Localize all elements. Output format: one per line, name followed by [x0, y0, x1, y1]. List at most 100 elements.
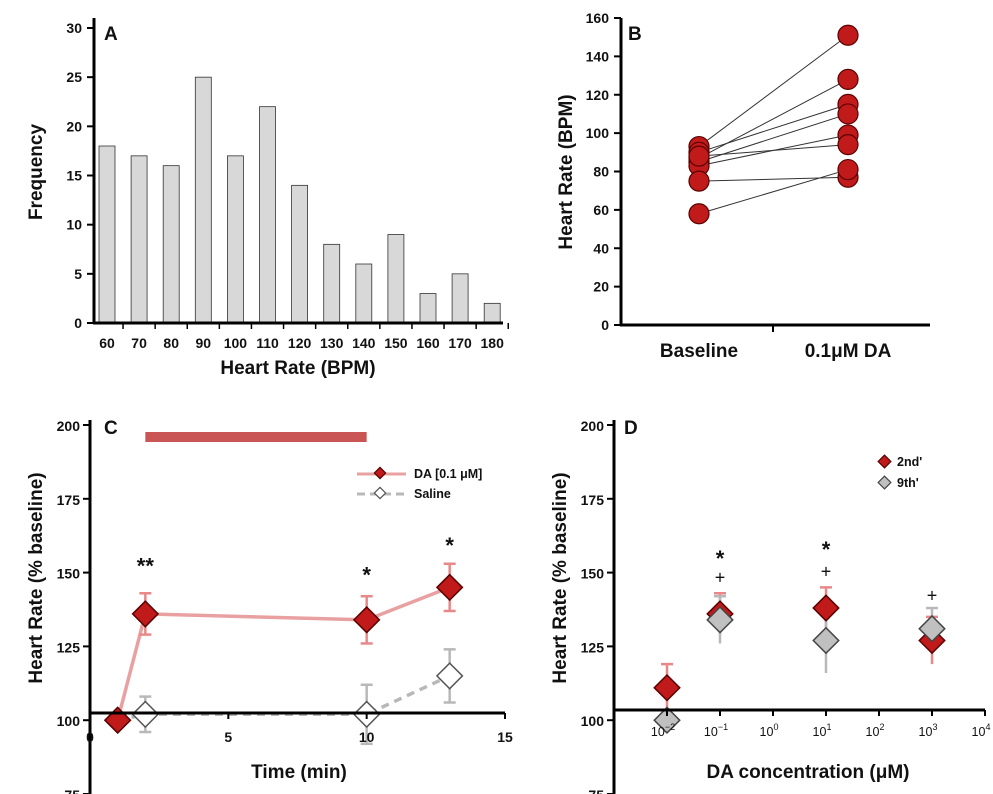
histogram-bar-140	[355, 263, 373, 324]
panel-d-point-1	[653, 706, 681, 734]
panel-b-pair-line	[698, 78, 849, 159]
panel-c-y-tick-label: 125	[57, 639, 81, 655]
panel-b-point-da	[837, 134, 859, 156]
histogram-bar-90	[194, 76, 212, 324]
panel-d-y-tick-label: 100	[581, 713, 605, 729]
panel-a-y-label: Frequency	[26, 124, 47, 221]
panel-d-point-1	[812, 626, 840, 655]
panel-d-y-tick-label: 125	[581, 639, 605, 655]
panel-a-y-tick-label: 0	[74, 315, 82, 331]
panel-c-x-tick-label: 10	[359, 729, 375, 745]
panel-d: D 2nd' 9th' *+*++ 75100125150175200 10−2…	[550, 418, 990, 794]
panel-a-x-tick-label: 130	[320, 335, 344, 351]
panel-c-y-tick-label: 150	[57, 566, 81, 582]
panel-d-x-label: DA concentration (μM)	[706, 762, 909, 783]
panel-d-legend-2nd-label: 2nd'	[897, 455, 922, 469]
panel-c-point-0	[435, 573, 464, 602]
panel-a-y-tick-label: 15	[66, 168, 82, 184]
panel-d-x-tick-label: 101	[813, 722, 832, 739]
panel-b-point-da	[837, 103, 859, 125]
panel-b-letter: B	[628, 24, 642, 45]
panel-b-y-tick-label: 20	[593, 279, 609, 295]
panel-b-pair-line	[698, 103, 849, 153]
panel-d-legend-2nd-marker	[877, 454, 892, 469]
panel-b-y-tick-label: 100	[586, 125, 610, 141]
panel-a: A 0 5 10 15 20 25 30 60 70 80 90 100 110 120 130 140 15…	[26, 18, 509, 379]
panel-d-y-tick-label: 150	[581, 566, 605, 582]
panel-d-point-1	[918, 614, 946, 643]
histogram-bar-130	[323, 243, 341, 324]
panel-d-y-ticks: 75 100 125 150 175 200	[581, 418, 614, 794]
panel-d-significance-mark: +	[927, 585, 938, 605]
panel-b-y-tick-label: 120	[586, 87, 610, 103]
panel-a-x-tick-label: 100	[224, 335, 248, 351]
panel-d-y-label: Heart Rate (% baseline)	[550, 472, 571, 683]
panel-b-y-tick-label: 60	[593, 202, 609, 218]
panel-c-significance-mark: *	[445, 533, 454, 558]
panel-d-x-tick-label: 10−2	[651, 722, 675, 739]
panel-a-x-ticks: 60 70 80 90 100 110 120 130 140 150 160 170 180	[99, 323, 509, 351]
panel-c-legend-saline-label: Saline	[414, 487, 451, 501]
panel-d-letter: D	[624, 418, 638, 439]
panel-a-x-tick-label: 140	[352, 335, 376, 351]
panel-d-point-0	[812, 594, 840, 622]
panel-d-x-tick-label: 104	[972, 722, 991, 739]
histogram-bar-160	[419, 293, 437, 324]
histogram-bar-120	[291, 184, 309, 324]
panel-b-point-baseline	[688, 170, 710, 192]
panel-b-point-baseline	[688, 145, 710, 167]
histogram-bar-100	[226, 155, 244, 324]
panel-a-y-tick-label: 5	[74, 266, 82, 282]
panel-a-x-tick-label: 150	[384, 335, 408, 351]
panel-a-y-ticks: 0 5 10 15 20 25 30	[66, 20, 94, 331]
panel-b-y-tick-label: 160	[586, 10, 610, 26]
panel-c-y-tick-label: 175	[57, 492, 81, 508]
panel-c-legend-da-label: DA [0.1 μM]	[414, 467, 482, 481]
panel-b-point-da	[837, 68, 859, 91]
panel-d-y-tick-label: 175	[581, 492, 605, 508]
panel-a-bars	[98, 76, 501, 324]
panel-c-y-label: Heart Rate (% baseline)	[26, 472, 47, 683]
panel-b-y-tick-label: 40	[593, 240, 609, 256]
panel-a-y-tick-label: 10	[66, 217, 82, 233]
panel-b: B 0 20 40 60 80 100 120 140 160 Baseline 0.1μM D…	[556, 10, 930, 362]
histogram-bar-110	[259, 106, 276, 324]
panel-b-pair-line	[698, 34, 849, 147]
panel-d-significance-mark: *	[822, 537, 831, 562]
panel-c: C DA [0.1 μM] Saline **** 75100125150175…	[26, 418, 513, 794]
panel-d-legend: 2nd' 9th'	[877, 454, 922, 490]
panel-c-legend-saline-marker	[373, 486, 387, 500]
panel-a-y-tick-label: 25	[66, 69, 82, 85]
panel-b-pair-lines	[698, 34, 849, 215]
panel-c-legend-da-marker	[373, 466, 387, 480]
histogram-bar-70	[130, 155, 148, 324]
panel-c-significance-mark: **	[137, 554, 155, 579]
panel-d-x-tick-label: 102	[866, 722, 885, 739]
histogram-bar-170	[451, 273, 469, 324]
panel-c-y-tick-label: 100	[57, 713, 81, 729]
panel-c-y-ticks: 75 100 125 150 175 200	[57, 418, 90, 794]
panel-b-y-tick-label: 0	[601, 317, 609, 333]
panel-a-x-tick-label: 170	[448, 335, 472, 351]
panel-b-pair-line	[698, 144, 849, 157]
panel-a-x-tick-label: 120	[288, 335, 312, 351]
panel-d-significance-mark: +	[821, 562, 832, 582]
panel-d-y-tick-label: 75	[588, 787, 604, 794]
panel-c-x-tick-label: 15	[497, 729, 513, 745]
panel-a-x-tick-label: 80	[163, 335, 179, 351]
panel-a-x-tick-label: 180	[481, 335, 505, 351]
panel-a-x-label: Heart Rate (BPM)	[220, 358, 375, 379]
panel-b-point-da	[837, 24, 859, 46]
panel-a-y-tick-label: 30	[66, 20, 82, 36]
panel-a-x-tick-label: 60	[99, 335, 115, 351]
panel-c-x-ticks: 0 5 10 15	[86, 713, 513, 745]
panel-b-y-tick-label: 80	[593, 164, 609, 180]
panel-a-x-tick-label: 160	[416, 335, 440, 351]
panel-d-annotations: *+*++	[715, 537, 938, 605]
panel-d-x-tick-label: 10−1	[704, 722, 728, 739]
panel-d-series	[653, 586, 946, 734]
panel-c-series	[103, 562, 464, 746]
panel-d-legend-9th-marker	[877, 475, 892, 490]
panel-b-category-baseline: Baseline	[660, 341, 738, 362]
